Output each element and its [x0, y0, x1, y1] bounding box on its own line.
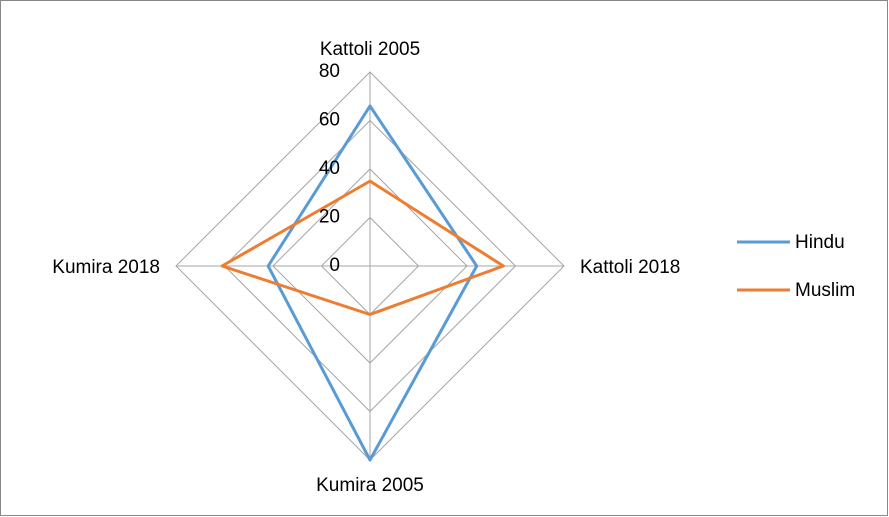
- category-label: Kumira 2018: [52, 257, 160, 278]
- axis-tick-label: 60: [319, 110, 340, 131]
- legend-label: Hindu: [795, 232, 845, 253]
- category-label: Kattoli 2018: [580, 257, 680, 278]
- legend-label: Muslim: [795, 280, 855, 301]
- axis-tick-label: 20: [319, 207, 340, 228]
- series-line: [266, 104, 479, 462]
- axis-tick-label: 80: [319, 61, 340, 82]
- category-label: Kumira 2005: [316, 475, 424, 496]
- axis-tick-label: 0: [329, 255, 340, 276]
- category-label: Kattoli 2005: [320, 39, 420, 60]
- series-line: [220, 179, 505, 316]
- axis-tick-label: 40: [319, 158, 340, 179]
